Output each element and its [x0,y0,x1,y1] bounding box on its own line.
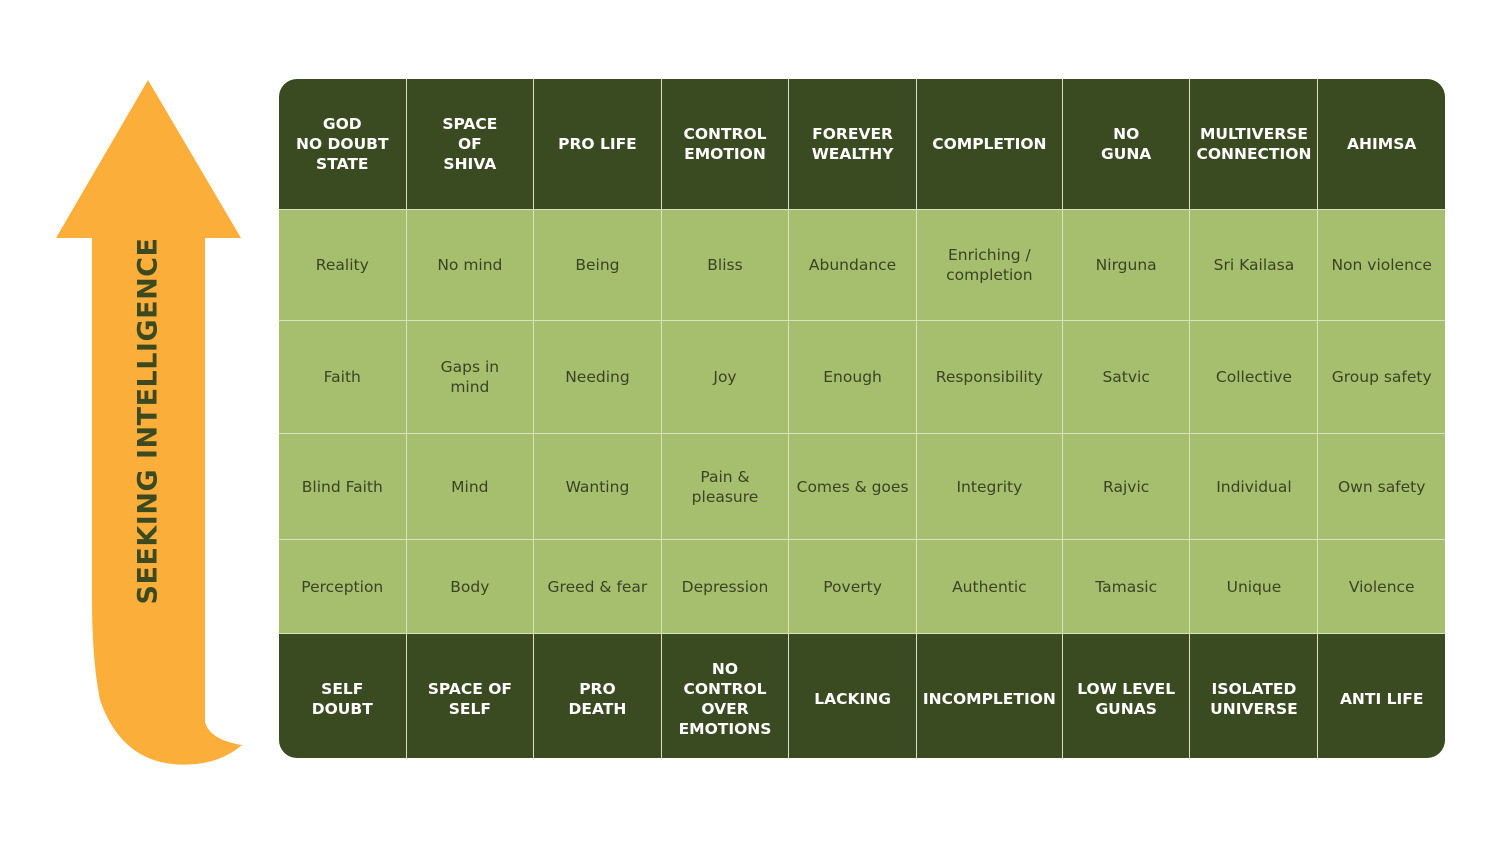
table-cell: Being [534,210,661,320]
bottom-header-cell: LOW LEVEL GUNAS [1062,634,1190,758]
table-cell: Body [406,540,534,633]
table-cell: Non violence [1318,210,1445,320]
top-header-cell: AHIMSA [1318,79,1445,209]
table-cell: Individual [1190,434,1318,539]
bottom-header-cell: SELF DOUBT [279,634,406,758]
table-cell: Rajvic [1062,434,1190,539]
table-cell: Mind [406,434,534,539]
table-cell: Faith [279,321,406,433]
top-header-cell: COMPLETION [916,79,1062,209]
top-header-cell: SPACE OF SHIVA [406,79,534,209]
table-cell: Abundance [789,210,916,320]
table-cell: Violence [1318,540,1445,633]
top-header-cell: CONTROL EMOTION [661,79,789,209]
table-cell: Comes & goes [789,434,916,539]
table-cell: Wanting [534,434,661,539]
top-header-cell: PRO LIFE [534,79,661,209]
table-cell: Bliss [661,210,789,320]
table-cell: No mind [406,210,534,320]
bottom-header-cell: NO CONTROL OVER EMOTIONS [661,634,789,758]
table-cell: Integrity [916,434,1062,539]
top-header-cell: GOD NO DOUBT STATE [279,79,406,209]
table-cell: Blind Faith [279,434,406,539]
comparison-table: GOD NO DOUBT STATE SPACE OF SHIVA PRO LIFE… [279,79,1445,758]
table-cell: Pain & pleasure [661,434,789,539]
table-cell: Responsibility [916,321,1062,433]
arrow-label: SEEKING INTELLIGENCE [132,237,164,605]
table-cell: Greed & fear [534,540,661,633]
table-cell: Depression [661,540,789,633]
table-cell: Nirguna [1062,210,1190,320]
top-header-cell: MULTIVERSE CONNECTION [1190,79,1318,209]
bottom-header-cell: LACKING [789,634,916,758]
table-cell: Collective [1190,321,1318,433]
table-cell: Reality [279,210,406,320]
table-cell: Authentic [916,540,1062,633]
table-cell: Tamasic [1062,540,1190,633]
table-cell: Needing [534,321,661,433]
bottom-header-cell: SPACE OF SELF [406,634,534,758]
top-header-cell: NO GUNA [1062,79,1190,209]
bottom-header-cell: ISOLATED UNIVERSE [1190,634,1318,758]
table-cell: Group safety [1318,321,1445,433]
table-cell: Gaps in mind [406,321,534,433]
bottom-header-cell: PRO DEATH [534,634,661,758]
table-cell: Perception [279,540,406,633]
up-arrow-icon [56,80,242,765]
table-cell: Joy [661,321,789,433]
table-cell: Own safety [1318,434,1445,539]
table-cell: Enriching / completion [916,210,1062,320]
table-cell: Poverty [789,540,916,633]
top-header-cell: FOREVER WEALTHY [789,79,916,209]
bottom-header-cell: INCOMPLETION [916,634,1062,758]
table-cell: Satvic [1062,321,1190,433]
table-cell: Unique [1190,540,1318,633]
table-cell: Sri Kailasa [1190,210,1318,320]
seeking-intelligence-arrow: SEEKING INTELLIGENCE [0,0,270,843]
bottom-header-cell: ANTI LIFE [1318,634,1445,758]
table-cell: Enough [789,321,916,433]
